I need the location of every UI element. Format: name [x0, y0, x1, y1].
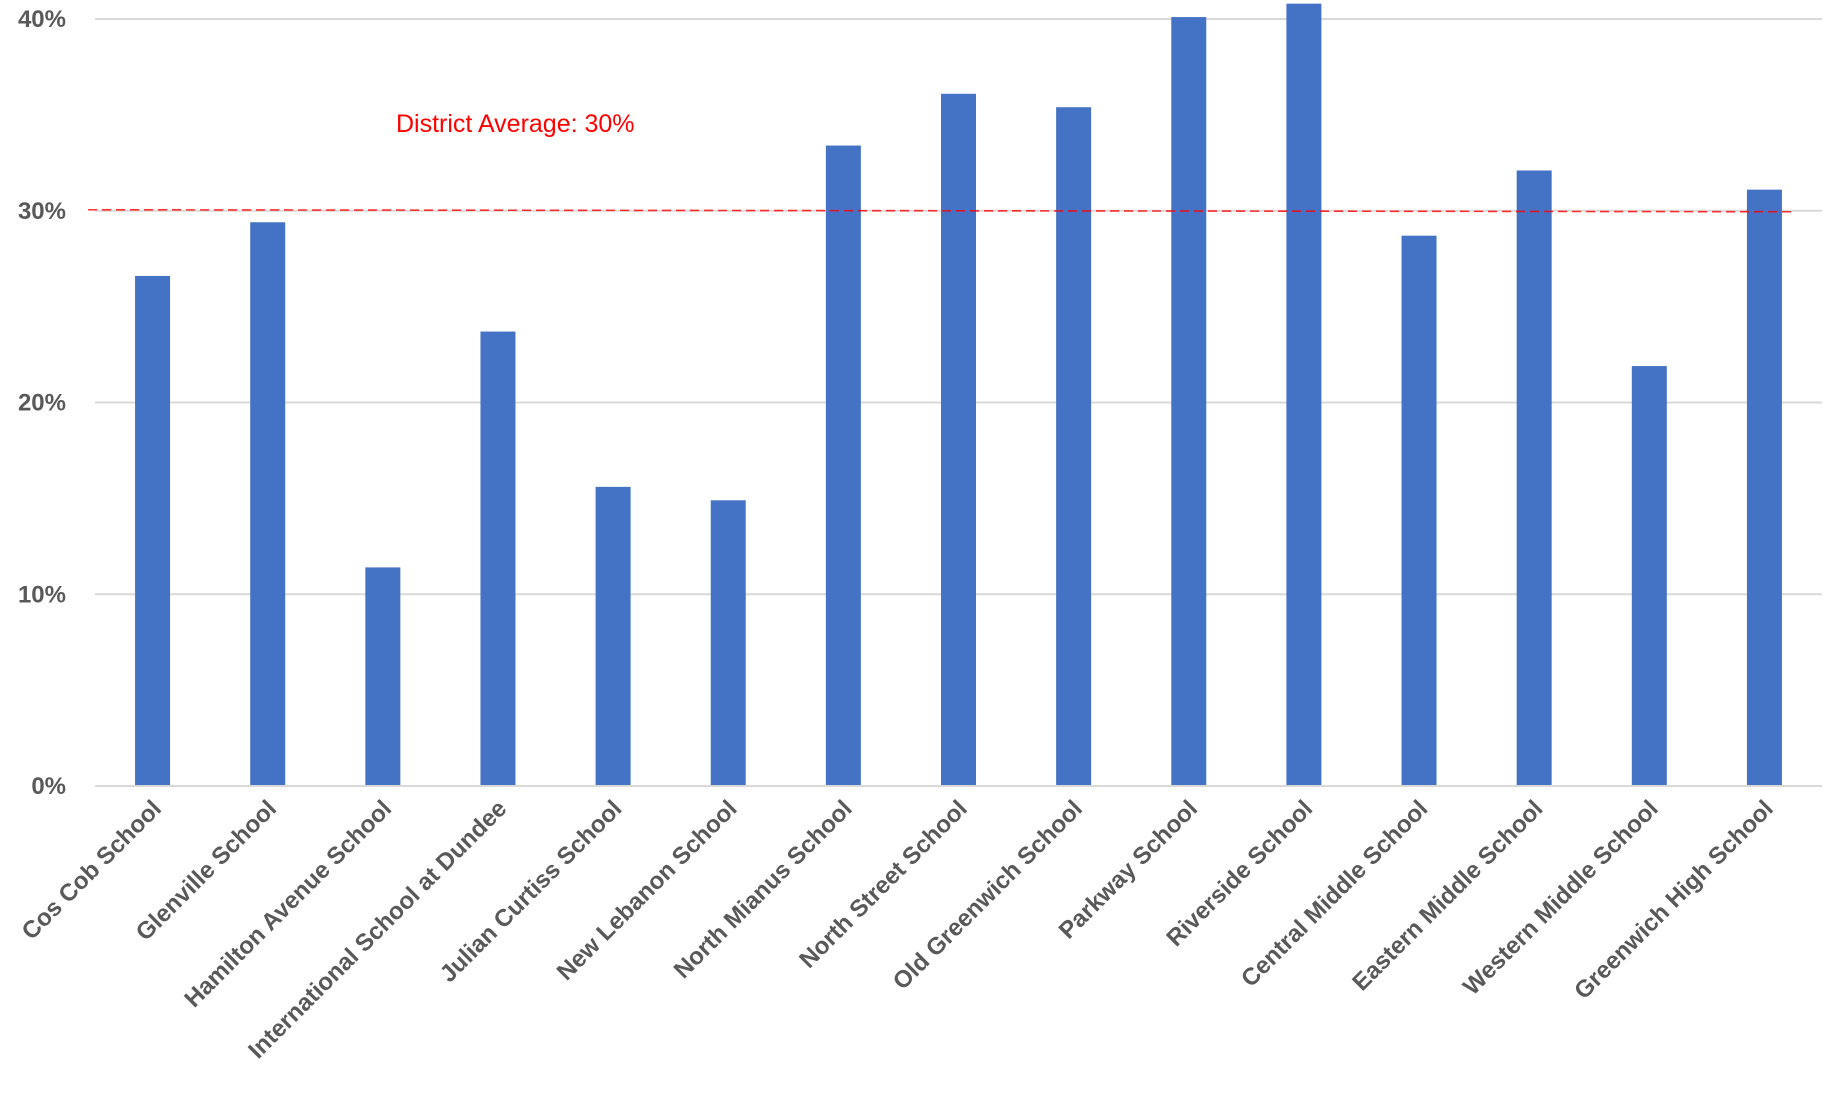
y-tick-label-10: 10% — [18, 581, 66, 608]
bar-0 — [135, 275, 171, 786]
bar-4 — [595, 486, 631, 786]
bar-6 — [825, 145, 861, 786]
bar-12 — [1516, 170, 1552, 787]
bar-10 — [1286, 3, 1322, 787]
bar-3 — [480, 331, 516, 786]
y-tick-label-20: 20% — [18, 390, 66, 417]
district-average-label: District Average: 30% — [396, 110, 635, 138]
x-tick-label-3: International School at Dundee — [243, 795, 512, 1064]
district-average-line — [87, 208, 1793, 213]
bar-9 — [1171, 17, 1207, 786]
y-tick-labels: 0% 10% 20% 30% 40% — [18, 6, 66, 800]
y-tick-label-0: 0% — [31, 773, 66, 800]
x-tick-label-14: Greenwich High School — [1569, 795, 1779, 1005]
bar-2 — [365, 567, 401, 786]
y-tick-label-40: 40% — [18, 6, 66, 33]
x-tick-label-12: Eastern Middle School — [1347, 795, 1548, 996]
x-tick-label-13: Western Middle School — [1458, 795, 1663, 1000]
x-tick-label-2: Hamilton Avenue School — [179, 795, 397, 1013]
reference-line-group: District Average: 30% — [87, 110, 1793, 213]
bar-13 — [1631, 366, 1667, 786]
bar-7 — [941, 93, 976, 787]
bar-14 — [1746, 189, 1782, 787]
x-tick-label-11: Central Middle School — [1236, 795, 1433, 992]
bar-1 — [250, 222, 286, 786]
bars — [135, 3, 1782, 787]
x-tick-label-8: Old Greenwich School — [888, 795, 1088, 995]
bar-11 — [1401, 235, 1437, 787]
y-tick-label-30: 30% — [18, 198, 66, 225]
bar-8 — [1056, 107, 1092, 786]
bar-5 — [710, 500, 746, 786]
